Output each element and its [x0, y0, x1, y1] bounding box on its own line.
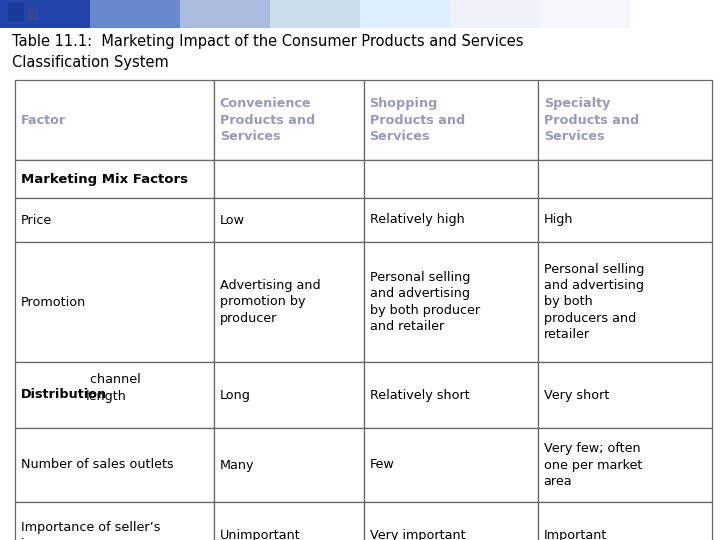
Bar: [364, 502, 538, 540]
Text: Convenience
Products and
Services: Convenience Products and Services: [220, 97, 315, 143]
Bar: [214, 198, 364, 242]
Bar: [538, 160, 712, 198]
Bar: [0, 0, 90, 28]
Bar: [540, 0, 630, 28]
Bar: [15, 198, 214, 242]
Bar: [15, 502, 214, 540]
Bar: [214, 362, 364, 428]
Bar: [538, 362, 712, 428]
Text: Many: Many: [220, 458, 254, 471]
Bar: [360, 0, 450, 28]
Bar: [15, 160, 214, 198]
Bar: [538, 80, 712, 160]
Text: Shopping
Products and
Services: Shopping Products and Services: [369, 97, 464, 143]
Text: Price: Price: [21, 213, 53, 226]
Text: Very short: Very short: [544, 388, 609, 402]
Text: Distribution: Distribution: [21, 388, 107, 402]
Bar: [364, 362, 538, 428]
Bar: [364, 428, 538, 502]
Text: Number of sales outlets: Number of sales outlets: [21, 458, 174, 471]
Bar: [214, 242, 364, 362]
Text: Marketing Mix Factors: Marketing Mix Factors: [21, 172, 188, 186]
Bar: [15, 428, 214, 502]
Bar: [214, 428, 364, 502]
Text: High: High: [544, 213, 573, 226]
Text: Advertising and
promotion by
producer: Advertising and promotion by producer: [220, 279, 320, 325]
Text: Personal selling
and advertising
by both
producers and
retailer: Personal selling and advertising by both…: [544, 262, 644, 341]
Text: Very few; often
one per market
area: Very few; often one per market area: [544, 442, 642, 488]
Bar: [630, 0, 720, 28]
Text: channel
length: channel length: [86, 373, 140, 403]
Text: Long: Long: [220, 388, 251, 402]
Text: Specialty
Products and
Services: Specialty Products and Services: [544, 97, 639, 143]
Bar: [270, 0, 360, 28]
Text: Promotion: Promotion: [21, 295, 86, 308]
Bar: [538, 502, 712, 540]
Bar: [538, 428, 712, 502]
Bar: [364, 80, 538, 160]
Bar: [214, 160, 364, 198]
Text: Low: Low: [220, 213, 245, 226]
Text: Factor: Factor: [21, 113, 66, 126]
Bar: [364, 198, 538, 242]
Bar: [214, 80, 364, 160]
Text: Relatively short: Relatively short: [369, 388, 469, 402]
Bar: [90, 0, 180, 28]
Bar: [214, 502, 364, 540]
Bar: [15, 362, 214, 428]
Bar: [28, 8, 38, 20]
Bar: [538, 242, 712, 362]
Bar: [15, 242, 214, 362]
Text: Personal selling
and advertising
by both producer
and retailer: Personal selling and advertising by both…: [369, 271, 480, 333]
Bar: [8, 3, 24, 21]
Text: Relatively high: Relatively high: [369, 213, 464, 226]
Text: Unimportant: Unimportant: [220, 530, 300, 540]
Text: Importance of seller’s
image: Importance of seller’s image: [21, 521, 161, 540]
Text: Table 11.1:  Marketing Impact of the Consumer Products and Services
Classificati: Table 11.1: Marketing Impact of the Cons…: [12, 34, 523, 70]
Bar: [15, 80, 214, 160]
Bar: [538, 198, 712, 242]
Bar: [180, 0, 270, 28]
Text: Very important: Very important: [369, 530, 465, 540]
Text: Few: Few: [369, 458, 395, 471]
Bar: [450, 0, 540, 28]
Bar: [364, 242, 538, 362]
Text: Important: Important: [544, 530, 607, 540]
Bar: [364, 160, 538, 198]
